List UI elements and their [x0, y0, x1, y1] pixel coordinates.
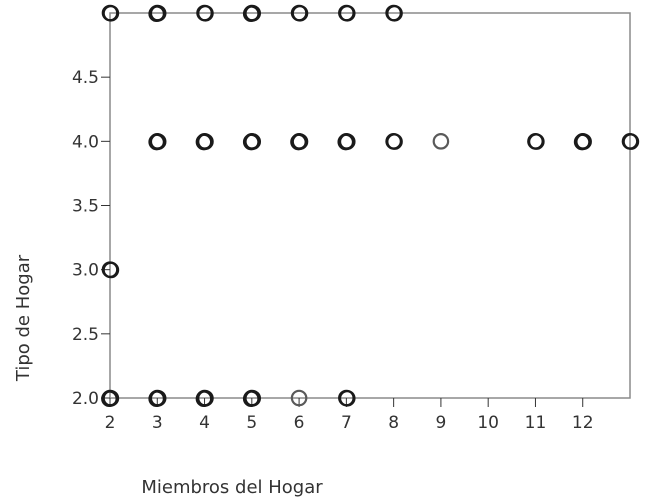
data-point: [148, 389, 167, 407]
data-point-ring: [148, 390, 165, 407]
data-point: [242, 4, 262, 22]
x-tick-label: 7: [341, 413, 352, 433]
x-tick-label: 4: [199, 413, 210, 433]
data-point: [621, 133, 640, 150]
data-point-ring: [573, 133, 591, 151]
data-point: [385, 133, 403, 150]
y-tick-label: 3.0: [72, 261, 99, 281]
data-point: [196, 4, 214, 22]
x-tick-label: 6: [294, 413, 305, 433]
data-point-ring: [148, 133, 165, 151]
x-tick-label: 12: [572, 413, 594, 433]
data-point-ring: [242, 133, 260, 151]
data-point-ring: [291, 5, 309, 22]
data-point: [337, 133, 356, 151]
data-point: [338, 4, 356, 22]
data-point: [290, 133, 309, 151]
data-point: [290, 389, 308, 407]
data-point-ring: [195, 133, 213, 151]
data-point: [195, 133, 214, 151]
data-point-ring: [197, 5, 214, 22]
data-point: [195, 389, 214, 407]
data-point-ring: [102, 5, 120, 22]
y-tick-label: 2.5: [72, 325, 99, 345]
data-point: [242, 389, 262, 407]
data-point: [385, 4, 403, 22]
x-tick-label: 11: [525, 413, 547, 433]
x-tick-label: 3: [152, 413, 163, 433]
data-point-ring: [432, 133, 450, 150]
data-point-ring: [148, 5, 165, 22]
y-tick-label: 2.0: [72, 389, 99, 409]
x-axis-title: Miembros del Hogar: [141, 477, 323, 498]
data-point: [148, 4, 167, 22]
data-point-ring: [622, 133, 640, 150]
data-point: [573, 133, 592, 151]
data-point-ring: [528, 133, 545, 150]
data-point-ring: [337, 133, 355, 151]
data-point: [101, 4, 120, 22]
y-tick-label: 4.0: [72, 132, 99, 152]
data-point: [290, 4, 309, 22]
x-tick-label: 8: [388, 413, 399, 433]
x-tick-label: 9: [435, 413, 446, 433]
data-point-ring: [195, 390, 213, 407]
data-point-ring: [338, 5, 356, 22]
data-point: [338, 389, 356, 407]
data-point-ring: [386, 5, 403, 22]
data-point-ring: [290, 389, 308, 407]
x-axis: 2 3 4 5 6 7 8 9 10 11 12: [105, 398, 594, 433]
data-point: [527, 133, 545, 150]
y-tick-label: 4.5: [72, 68, 99, 88]
plot-frame: [109, 12, 631, 399]
x-tick-label: 2: [105, 413, 116, 433]
x-tick-label: 5: [246, 413, 257, 433]
data-point: [148, 133, 167, 151]
data-point-ring: [386, 133, 403, 150]
points-layer: [101, 4, 640, 407]
data-point-ring: [101, 390, 118, 407]
data-point-ring: [102, 261, 120, 279]
x-tick-label: 10: [477, 413, 499, 433]
y-tick-label: 3.5: [72, 197, 99, 217]
y-axis-title: Tipo de Hogar: [13, 254, 34, 382]
data-point: [101, 389, 120, 407]
y-axis: 2.0 2.5 3.0 3.5 4.0 4.5: [72, 68, 110, 409]
data-point: [101, 261, 120, 279]
data-point: [432, 133, 450, 150]
data-point-ring: [242, 5, 260, 22]
data-point-ring: [242, 390, 260, 407]
data-point: [242, 133, 262, 151]
data-point-ring: [290, 133, 307, 151]
data-point-ring: [338, 389, 356, 407]
